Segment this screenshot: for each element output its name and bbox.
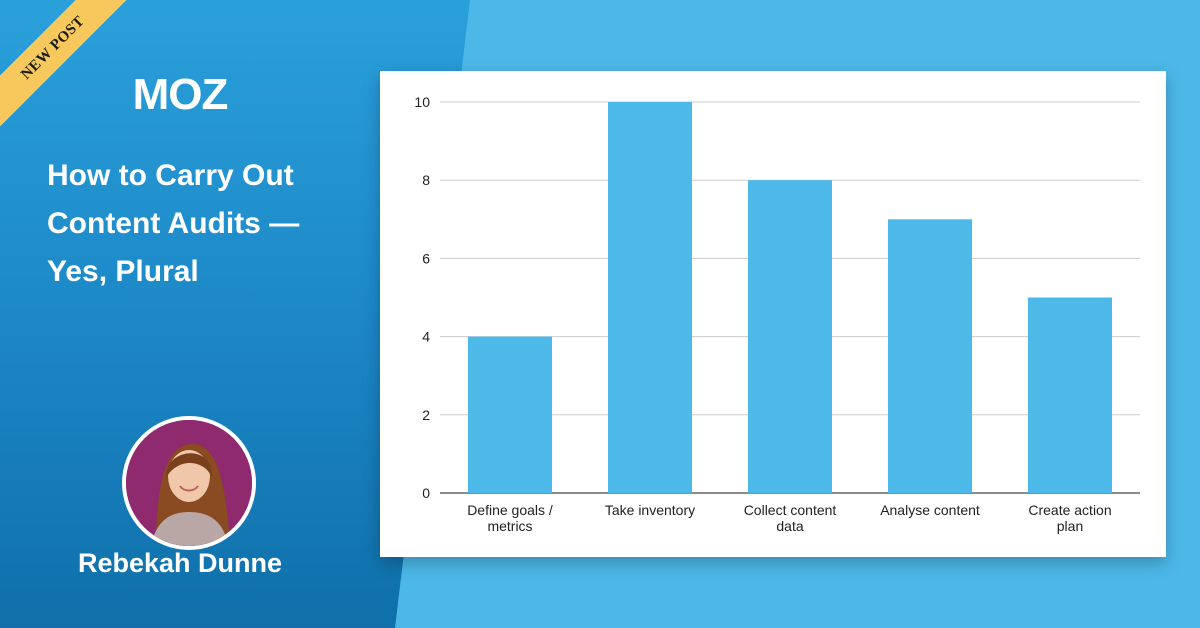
bar [468, 336, 552, 493]
bar [888, 219, 972, 494]
moz-logo: MOZ [133, 75, 229, 113]
x-category-label-line: Take inventory [605, 502, 695, 518]
x-category-label: Collect content data [744, 502, 837, 534]
author-portrait-image [126, 420, 252, 546]
y-tick-label: 10 [414, 94, 430, 110]
headline-line-2: Content Audits — [47, 207, 300, 240]
bar-chart: 0 2 4 6 8 10 Define goals / metrics Take invento… [414, 94, 1140, 534]
x-category-label-line: Define goals / [467, 502, 553, 518]
x-category-label: Take inventory [605, 502, 695, 518]
post-headline: How to Carry Out Content Audits — Yes, P… [47, 152, 347, 296]
bar [608, 102, 692, 493]
x-category-label: Define goals / metrics [467, 502, 553, 534]
author-avatar [122, 416, 256, 550]
x-category-label-line: Collect content [744, 502, 837, 518]
y-tick-label: 2 [422, 407, 430, 423]
author-name: Rebekah Dunne [77, 548, 283, 578]
x-category-label-line: Analyse content [880, 502, 980, 518]
y-tick-label: 6 [422, 250, 430, 266]
moz-logo-text: MOZ [133, 75, 228, 113]
x-category-label: Analyse content [880, 502, 980, 518]
x-category-label-line: metrics [487, 518, 532, 534]
x-category-label: Create action plan [1028, 502, 1111, 534]
bar [748, 180, 832, 493]
y-tick-label: 8 [422, 172, 430, 188]
y-tick-label: 0 [422, 485, 430, 501]
x-category-label-line: plan [1057, 518, 1083, 534]
bar-chart-card: 0 2 4 6 8 10 Define goals / metrics Take invento… [380, 71, 1166, 557]
bar [1028, 297, 1112, 493]
x-category-label-line: Create action [1028, 502, 1111, 518]
x-category-label-line: data [776, 518, 803, 534]
headline-line-1: How to Carry Out [47, 159, 294, 192]
y-tick-label: 4 [422, 329, 430, 345]
headline-line-3: Yes, Plural [47, 255, 199, 288]
